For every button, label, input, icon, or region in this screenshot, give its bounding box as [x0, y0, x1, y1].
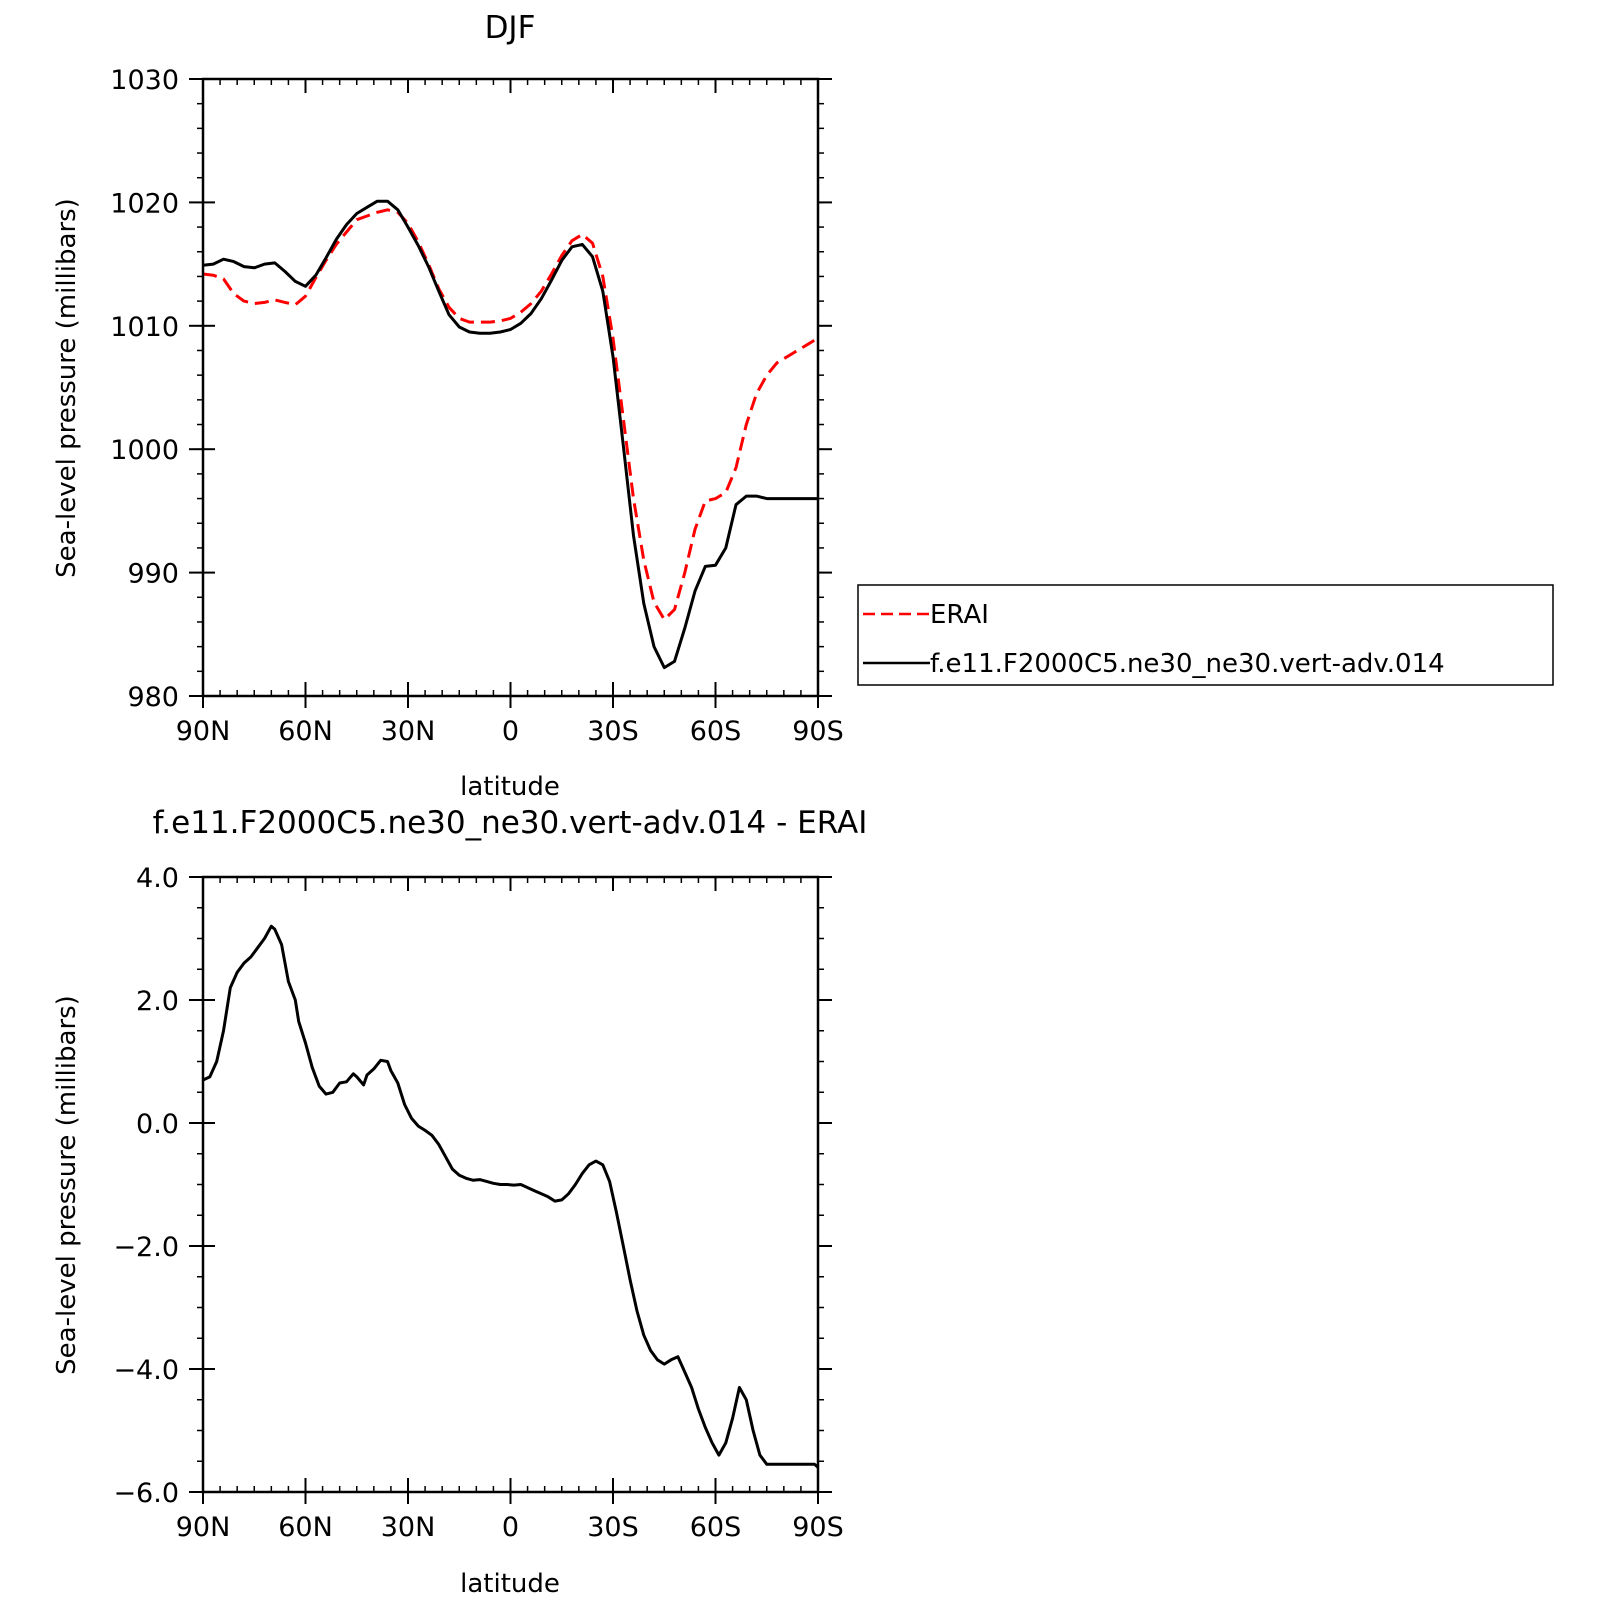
bottom-series-difference-line — [202, 924, 820, 1469]
bottom-ticks: 90N 60N 30N 0 30S 60S 90S −6.0 −4.0 −2.0 0.0 2.0 4.0 — [113, 863, 843, 1543]
top-y-tick-label: 1010 — [110, 312, 179, 343]
bottom-y-tick-label: 2.0 — [136, 986, 179, 1017]
top-y-tick-label: 990 — [127, 559, 179, 590]
top-y-tick-label: 1000 — [110, 435, 179, 466]
bottom-x-tick-label: 90N — [176, 1512, 231, 1543]
top-series-erai-line — [202, 208, 819, 621]
bottom-y-tick-label: −2.0 — [113, 1232, 179, 1263]
bottom-y-tick-label: −4.0 — [113, 1355, 179, 1386]
bottom-x-tick-label: 30N — [381, 1512, 436, 1543]
top-y-tick-label: 980 — [127, 682, 179, 713]
bottom-x-tick-label: 90S — [792, 1512, 844, 1543]
top-panel-djf: DJF 90N 60N 30N 0 30S 60S 90S 980 990 1000 1010 102… — [52, 10, 1554, 802]
top-x-tick-label: 90S — [792, 716, 844, 747]
bottom-y-axis-label: Sea-level pressure (millibars) — [52, 995, 82, 1375]
bottom-x-tick-label: 0 — [502, 1512, 519, 1543]
top-x-axis-label: latitude — [460, 772, 560, 802]
top-series-model-line — [202, 199, 818, 670]
bottom-y-tick-label: 4.0 — [136, 863, 179, 894]
bottom-series-group — [202, 924, 820, 1469]
top-panel-title: DJF — [485, 10, 536, 46]
top-x-tick-label: 0 — [502, 716, 519, 747]
bottom-x-axis-label: latitude — [460, 1569, 560, 1599]
top-y-axis-label: Sea-level pressure (millibars) — [52, 198, 82, 578]
top-x-tick-label: 30N — [381, 716, 436, 747]
bottom-panel-difference: f.e11.F2000C5.ne30_ne30.vert-adv.014 - E… — [52, 805, 867, 1599]
top-plot-frame — [201, 77, 820, 698]
legend-box — [857, 584, 1554, 686]
bottom-x-tick-label: 60N — [278, 1512, 333, 1543]
bottom-x-tick-label: 60S — [690, 1512, 742, 1543]
bottom-plot-frame — [201, 875, 820, 1494]
top-x-tick-label: 60S — [690, 716, 742, 747]
bottom-y-tick-label: −6.0 — [113, 1478, 179, 1509]
legend: ERAI f.e11.F2000C5.ne30_ne30.vert-adv.01… — [857, 584, 1554, 686]
legend-label-model: f.e11.F2000C5.ne30_ne30.vert-adv.014 — [930, 649, 1445, 679]
top-ticks: 90N 60N 30N 0 30S 60S 90S 980 990 1000 1010 1020 103… — [110, 65, 843, 747]
bottom-x-tick-label: 30S — [587, 1512, 639, 1543]
top-y-tick-label: 1030 — [110, 65, 179, 96]
bottom-y-tick-label: 0.0 — [136, 1109, 179, 1140]
top-x-tick-label: 90N — [176, 716, 231, 747]
legend-label-erai: ERAI — [930, 600, 989, 630]
top-y-tick-label: 1020 — [110, 188, 179, 219]
top-series-group — [202, 199, 819, 670]
top-x-tick-label: 60N — [278, 716, 333, 747]
bottom-panel-title: f.e11.F2000C5.ne30_ne30.vert-adv.014 - E… — [153, 805, 868, 841]
top-x-tick-label: 30S — [587, 716, 639, 747]
